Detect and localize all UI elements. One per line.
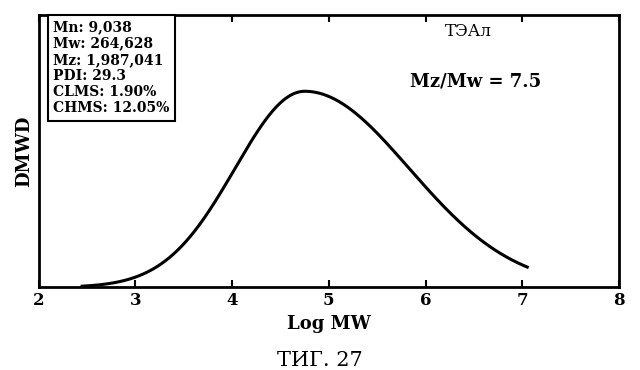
Y-axis label: DMWD: DMWD: [15, 115, 33, 187]
Text: Mz/Mw = 7.5: Mz/Mw = 7.5: [410, 72, 541, 90]
Text: Mn: 9,038
Mw: 264,628
Mz: 1,987,041
PDI: 29.3
CLMS: 1.90%
CHMS: 12.05%: Mn: 9,038 Mw: 264,628 Mz: 1,987,041 PDI:…: [53, 20, 170, 115]
X-axis label: Log MW: Log MW: [287, 315, 371, 333]
Text: ΤИГ. 27: ΤИГ. 27: [277, 351, 363, 370]
Text: ТЭАл: ТЭАл: [445, 23, 492, 40]
